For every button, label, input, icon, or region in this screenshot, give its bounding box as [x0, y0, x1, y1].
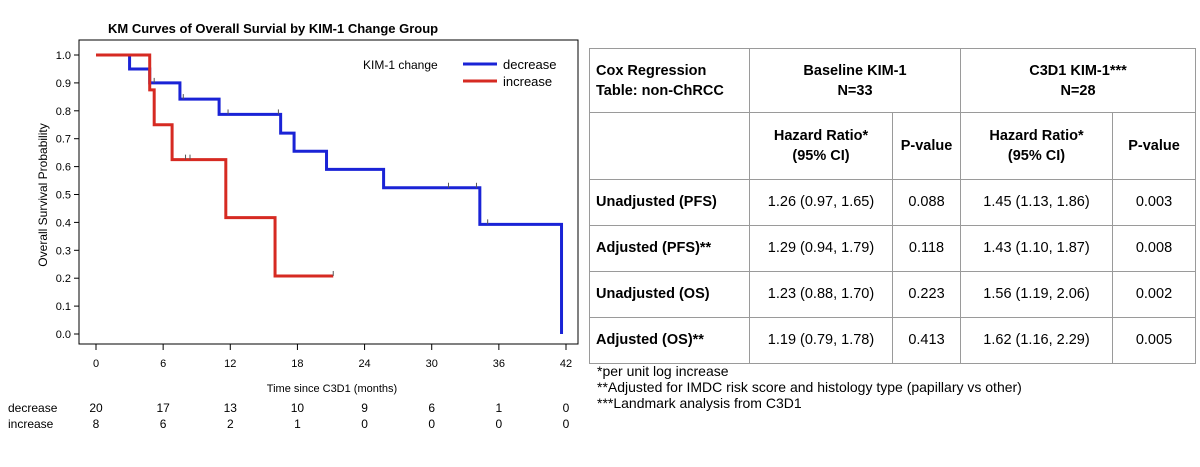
risk-count: 1 [496, 401, 503, 415]
p-header-baseline: P-value [892, 112, 961, 180]
risk-count: 0 [563, 417, 570, 431]
baseline-group-n: N=33 [837, 82, 873, 99]
km-curve-increase [96, 53, 334, 278]
hr-c3d1-cell: 1.62 (1.16, 2.29) [960, 316, 1113, 365]
p-baseline-cell: 0.088 [892, 178, 961, 226]
row-label: Adjusted (OS)** [589, 316, 750, 365]
risk-count: 9 [361, 401, 368, 415]
risk-count: 2 [227, 417, 234, 431]
chart-title: KM Curves of Overall Survial by KIM-1 Ch… [108, 21, 438, 36]
table-row: Unadjusted (PFS) 1.26 (0.97, 1.65) 0.088… [589, 178, 1196, 226]
legend: KIM-1 change decrease increase [363, 57, 556, 89]
x-tick-label: 24 [358, 358, 370, 370]
y-tick-label: 0.0 [56, 329, 71, 341]
corner-line-2: Table: non-ChRCC [596, 82, 724, 99]
x-axis-label: Time since C3D1 (months) [267, 383, 397, 395]
baseline-group-title: Baseline KIM-1 [803, 62, 907, 79]
y-tick-label: 0.8 [56, 106, 71, 118]
legend-label-increase: increase [503, 74, 552, 89]
risk-count: 1 [294, 417, 301, 431]
p-baseline-cell: 0.413 [892, 316, 961, 365]
cox-regression-table: Cox Regression Table: non-ChRCC Baseline… [589, 47, 1196, 365]
y-tick-label: 0.1 [56, 301, 71, 313]
row-label: Adjusted (PFS)** [589, 224, 750, 272]
y-tick-label: 0.2 [56, 273, 71, 285]
hr-header-baseline: Hazard Ratio* (95% CI) [749, 112, 893, 180]
footnotes: *per unit log increase **Adjusted for IM… [597, 363, 1022, 411]
x-tick-label: 12 [224, 358, 236, 370]
p-c3d1-cell: 0.008 [1112, 224, 1196, 272]
baseline-group-header: Baseline KIM-1 N=33 [749, 47, 961, 114]
hr-baseline-cell: 1.29 (0.94, 1.79) [749, 224, 893, 272]
risk-count: 20 [89, 401, 103, 415]
legend-label-decrease: decrease [503, 57, 556, 72]
risk-count: 0 [428, 417, 435, 431]
y-axis-label: Overall Survival Probability [36, 123, 50, 266]
row-label: Unadjusted (PFS) [589, 178, 750, 226]
risk-count: 0 [563, 401, 570, 415]
x-tick-label: 0 [93, 358, 99, 370]
y-tick-label: 0.3 [56, 245, 71, 257]
y-tick-label: 0.9 [56, 78, 71, 90]
table-row: Adjusted (PFS)** 1.29 (0.94, 1.79) 0.118… [589, 224, 1196, 272]
p-c3d1-cell: 0.002 [1112, 270, 1196, 318]
c3d1-group-n: N=28 [1060, 82, 1096, 99]
y-tick-label: 0.5 [56, 190, 71, 202]
plot-frame [78, 39, 579, 345]
p-baseline-cell: 0.118 [892, 224, 961, 272]
p-c3d1-cell: 0.005 [1112, 316, 1196, 365]
p-header-c3d1: P-value [1112, 112, 1196, 180]
risk-count: 13 [224, 401, 238, 415]
row-label: Unadjusted (OS) [589, 270, 750, 318]
y-tick-label: 0.6 [56, 162, 71, 174]
c3d1-group-title: C3D1 KIM-1*** [1029, 62, 1127, 79]
hr-header-line-2: (95% CI) [1007, 147, 1066, 164]
km-chart: KM Curves of Overall Survial by KIM-1 Ch… [8, 21, 579, 431]
cox-subheader-row: Hazard Ratio* (95% CI) P-value Hazard Ra… [589, 112, 1196, 180]
x-tick-label: 30 [426, 358, 438, 370]
corner-line-1: Cox Regression [596, 62, 707, 79]
km-curve-decrease [96, 53, 564, 334]
c3d1-group-header: C3D1 KIM-1*** N=28 [960, 47, 1196, 114]
table-row: Adjusted (OS)** 1.19 (0.79, 1.78) 0.413 … [589, 316, 1196, 365]
y-tick-label: 0.4 [56, 217, 71, 229]
x-tick-label: 6 [160, 358, 166, 370]
x-tick-label: 36 [493, 358, 505, 370]
hr-header-c3d1: Hazard Ratio* (95% CI) [960, 112, 1113, 180]
hr-baseline-cell: 1.19 (0.79, 1.78) [749, 316, 893, 365]
hr-header-line-1: Hazard Ratio* [989, 127, 1084, 144]
plot-area: 0.0 0.1 0.2 0.3 0.4 0.5 0.6 0.7 0.8 0.9 1.0 0 6 12 18 2… [56, 39, 579, 370]
p-c3d1-cell: 0.003 [1112, 178, 1196, 226]
empty-subheader-cell [589, 112, 750, 180]
hr-c3d1-cell: 1.43 (1.10, 1.87) [960, 224, 1113, 272]
cox-header-row: Cox Regression Table: non-ChRCC Baseline… [589, 47, 1196, 114]
risk-count: 8 [93, 417, 100, 431]
risk-count: 0 [496, 417, 503, 431]
legend-title: KIM-1 change [363, 58, 438, 72]
p-baseline-cell: 0.223 [892, 270, 961, 318]
footnote: *per unit log increase [597, 363, 729, 379]
y-tick-label: 0.7 [56, 134, 71, 146]
y-tick-label: 1.0 [56, 50, 71, 62]
footnote: ***Landmark analysis from C3D1 [597, 395, 802, 411]
risk-count: 0 [361, 417, 368, 431]
hr-c3d1-cell: 1.56 (1.19, 2.06) [960, 270, 1113, 318]
x-tick-label: 18 [291, 358, 303, 370]
risk-row-label: decrease [8, 401, 58, 415]
x-tick-label: 42 [560, 358, 572, 370]
risk-count: 10 [291, 401, 305, 415]
risk-row-label: increase [8, 417, 54, 431]
risk-count: 6 [160, 417, 167, 431]
hr-baseline-cell: 1.26 (0.97, 1.65) [749, 178, 893, 226]
hr-header-line-2: (95% CI) [792, 147, 850, 164]
footnote: **Adjusted for IMDC risk score and histo… [597, 379, 1022, 395]
hr-baseline-cell: 1.23 (0.88, 1.70) [749, 270, 893, 318]
hr-header-line-1: Hazard Ratio* [773, 127, 869, 144]
risk-count: 17 [156, 401, 170, 415]
table-row: Unadjusted (OS) 1.23 (0.88, 1.70) 0.223 … [589, 270, 1196, 318]
cox-table-corner: Cox Regression Table: non-ChRCC [589, 47, 750, 114]
risk-count: 6 [428, 401, 435, 415]
hr-c3d1-cell: 1.45 (1.13, 1.86) [960, 178, 1113, 226]
